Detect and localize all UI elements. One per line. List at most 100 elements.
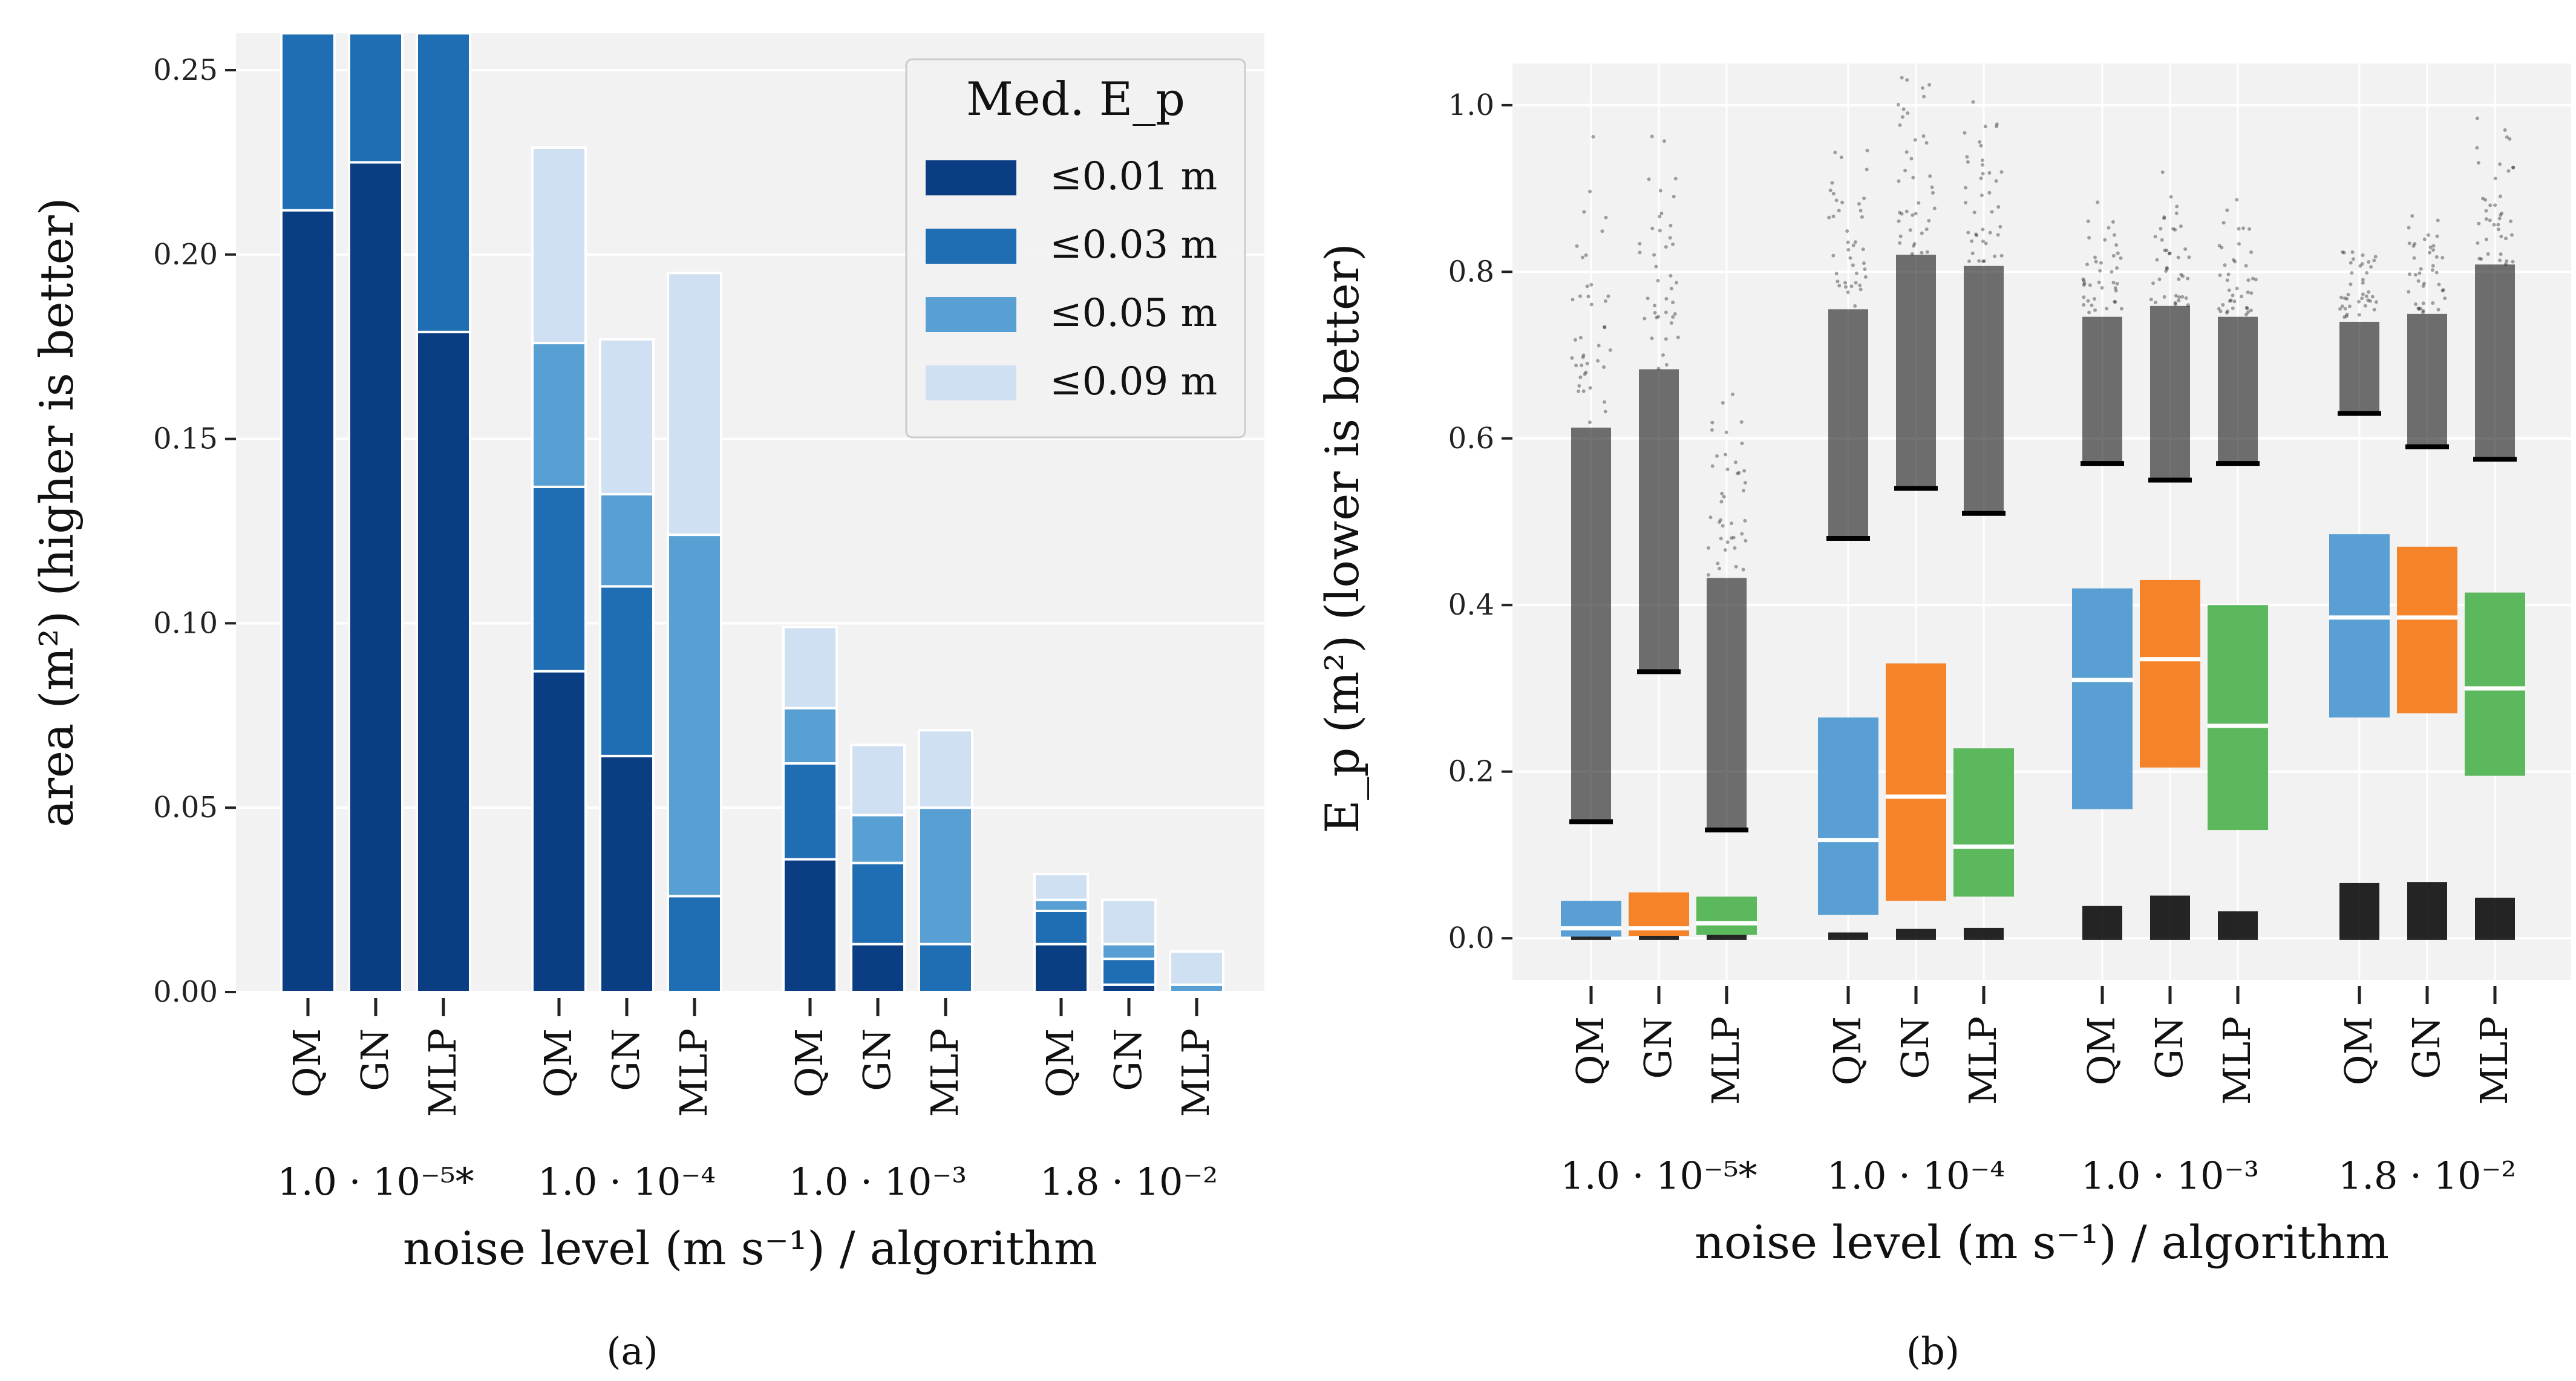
outlier-point <box>1658 229 1662 233</box>
outlier-point <box>2151 281 2156 286</box>
outlier-point <box>2418 307 2422 311</box>
outlier-point <box>1733 546 1737 550</box>
outlier-point <box>2082 295 2086 299</box>
outlier-point <box>1571 298 1575 302</box>
outlier-point <box>2511 260 2515 264</box>
outlier-point <box>2235 198 2239 202</box>
box-qm <box>1818 717 1878 915</box>
outlier-point <box>1897 219 1901 223</box>
outlier-point <box>1582 210 1586 214</box>
outlier-point <box>1588 386 1592 390</box>
outlier-point <box>2086 219 2090 223</box>
outlier-point <box>1970 251 1975 255</box>
outlier-point <box>2173 301 2177 305</box>
outlier-point <box>1836 279 1840 284</box>
outlier-point <box>1737 471 1741 475</box>
x-tick-label: QM <box>2336 1016 2381 1085</box>
outlier-point <box>2087 310 2091 315</box>
group-label: 1.0 · 10⁻⁵* <box>277 1160 474 1204</box>
outlier-point <box>2157 277 2162 281</box>
outlier-point <box>2227 288 2231 292</box>
outlier-point <box>2251 276 2255 281</box>
outlier-point <box>2434 255 2439 259</box>
group-label: 1.0 · 10⁻⁵* <box>1560 1154 1757 1198</box>
outlier-point <box>2093 255 2097 260</box>
outlier-point <box>2087 236 2091 240</box>
bar-segment <box>416 330 471 993</box>
outlier-point <box>1970 239 1974 243</box>
outlier-point <box>2500 211 2504 215</box>
outlier-point <box>1932 206 1937 211</box>
outlier-point <box>2369 265 2373 269</box>
outlier-cloud-low <box>2082 906 2122 940</box>
box-gn <box>2397 546 2457 714</box>
bar-segment <box>599 493 655 588</box>
bar-segment <box>280 32 336 212</box>
outlier-point <box>2436 218 2440 223</box>
outlier-point <box>2114 243 2119 247</box>
outlier-point <box>2116 251 2120 255</box>
outlier-point <box>2339 295 2344 299</box>
outlier-point <box>2237 242 2241 246</box>
outlier-point <box>2441 288 2445 292</box>
x-tick-label: GN <box>855 1028 899 1091</box>
outlier-point <box>1588 189 1592 194</box>
outlier-point <box>2220 246 2224 250</box>
outlier-point <box>1656 315 1661 319</box>
outlier-point <box>1966 160 1970 164</box>
outlier-point <box>2367 260 2371 264</box>
outlier-point <box>2159 226 2163 230</box>
outlier-point <box>1724 452 1728 457</box>
outlier-point <box>2417 307 2421 311</box>
outlier-point <box>1862 261 1866 266</box>
bar-segment <box>599 585 655 757</box>
outlier-point <box>2160 170 2165 174</box>
outlier-point <box>1603 410 1607 414</box>
outlier-point <box>2228 299 2232 303</box>
outlier-point <box>2477 256 2482 261</box>
outlier-point <box>2162 217 2166 221</box>
group-label: 1.8 · 10⁻² <box>2338 1154 2516 1198</box>
outlier-point <box>1849 284 1854 289</box>
outlier-point <box>1608 348 1612 352</box>
outlier-point <box>2096 200 2100 204</box>
x-tick-label: MLP <box>923 1028 967 1117</box>
outlier-point <box>2411 244 2416 248</box>
outlier-point <box>2484 209 2488 213</box>
box-mlp <box>2208 605 2268 831</box>
outlier-point <box>2177 295 2182 299</box>
outlier-point <box>2244 305 2249 310</box>
outlier-point <box>2360 296 2364 301</box>
outlier-point <box>2413 242 2417 246</box>
outlier-point <box>1585 284 1589 289</box>
x-tick-label: QM <box>1038 1028 1082 1097</box>
legend-swatch <box>926 365 1016 400</box>
outlier-point <box>1897 179 1901 183</box>
outlier-point <box>2505 259 2509 263</box>
outlier-point <box>2407 226 2411 230</box>
outlier-point <box>2431 248 2436 252</box>
outlier-point <box>2173 227 2177 232</box>
outlier-point <box>2113 299 2117 304</box>
outlier-point <box>2112 233 2116 237</box>
outlier-point <box>1914 211 1918 215</box>
x-tick-label: MLP <box>2215 1016 2259 1105</box>
outlier-point <box>1575 244 1579 248</box>
outlier-cloud-low <box>2218 911 2258 940</box>
outlier-point <box>2498 258 2502 263</box>
x-tick-label: QM <box>787 1028 831 1097</box>
outlier-point <box>2484 237 2488 241</box>
outlier-point <box>2097 280 2101 284</box>
outlier-point <box>2345 312 2349 316</box>
outlier-point <box>2499 234 2503 238</box>
legend-entry: ≤0.09 m <box>1050 359 1217 404</box>
outlier-cloud-low <box>2475 897 2515 940</box>
outlier-point <box>1603 325 1607 330</box>
outlier-point <box>2338 307 2342 311</box>
outlier-point <box>1987 191 1992 195</box>
outlier-point <box>1574 364 1578 368</box>
outlier-point <box>1578 336 1583 340</box>
outlier-point <box>1710 420 1715 425</box>
outlier-cloud <box>2339 321 2379 414</box>
y-tick-label: 0.15 <box>153 422 218 456</box>
